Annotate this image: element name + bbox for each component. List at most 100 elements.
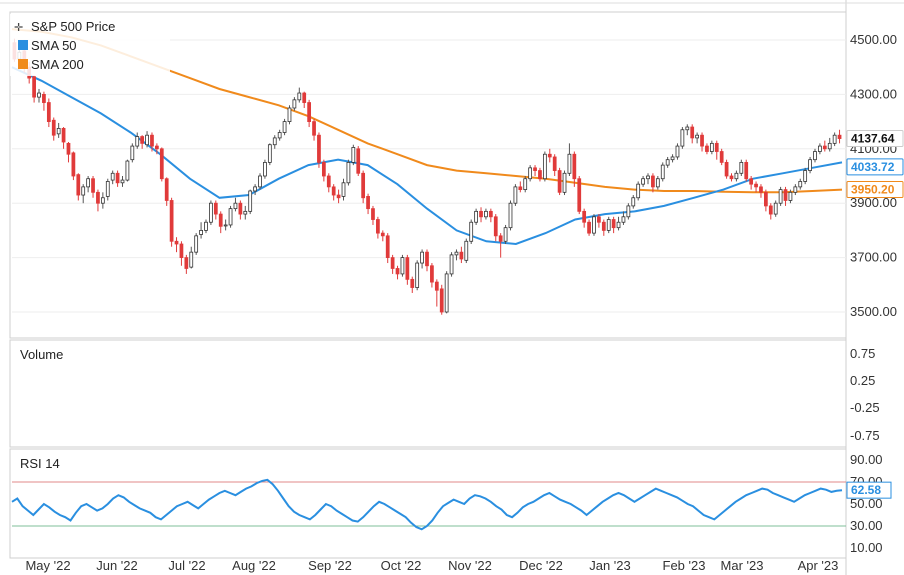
sma50-badge: 4033.72 — [851, 160, 895, 174]
candle-body — [223, 224, 228, 227]
candle-body — [562, 172, 567, 193]
candle-body — [808, 159, 812, 171]
crosshair-icon: ✛ — [14, 22, 23, 34]
candle-body — [680, 129, 685, 147]
x-tick-label: Jun '22 — [96, 558, 138, 573]
candle-body — [783, 189, 788, 201]
candle-body — [837, 134, 842, 139]
sma200-badge: 3950.20 — [851, 183, 895, 197]
candle-body — [238, 202, 243, 215]
candle-body — [764, 191, 768, 207]
candle-body — [199, 229, 203, 235]
candle-body — [813, 151, 817, 161]
candle-body — [484, 210, 488, 218]
candle-body — [626, 205, 631, 218]
candle-body — [326, 175, 331, 188]
candle-body — [493, 216, 498, 237]
candle-body — [778, 189, 783, 204]
candle-body — [56, 127, 61, 135]
candle-body — [228, 208, 233, 226]
candle-body — [76, 174, 81, 196]
candle-body — [670, 156, 675, 161]
candle-body — [577, 178, 582, 212]
price-tick-label: 4300.00 — [850, 86, 897, 101]
candle-body — [71, 152, 76, 177]
candle-body — [523, 178, 528, 191]
candle-body — [793, 186, 798, 193]
candle-body — [110, 172, 115, 181]
candle-body — [567, 153, 572, 174]
candle-body — [660, 164, 665, 180]
candle-body — [528, 167, 533, 180]
candle-body — [145, 134, 149, 146]
candle-body — [508, 202, 513, 229]
candle-body — [768, 205, 773, 215]
candle-body — [321, 161, 326, 177]
candle-body — [184, 257, 189, 269]
candle-body — [61, 127, 66, 143]
candle-body — [439, 288, 444, 313]
candle-body — [292, 99, 297, 109]
candle-body — [356, 148, 361, 174]
candle-body — [552, 156, 557, 171]
candle-body — [366, 195, 370, 210]
candle-body — [803, 170, 808, 182]
candle-body — [135, 136, 140, 147]
candle-body — [518, 186, 523, 191]
candle-body — [371, 208, 375, 220]
candle-body — [258, 175, 262, 188]
last-price-badge-bg — [846, 130, 904, 148]
candle-body — [744, 161, 749, 180]
volume-tick-label: -0.75 — [850, 428, 880, 443]
x-tick-label: Dec '22 — [519, 558, 563, 573]
sma200-legend-swatch — [18, 59, 28, 69]
candle-body — [243, 210, 248, 215]
candle-body — [263, 161, 267, 177]
price-panel-title: S&P 500 Price — [31, 19, 115, 34]
candle-body — [469, 221, 474, 242]
candle-body — [651, 175, 655, 188]
candle-body — [464, 240, 469, 261]
candle-body — [636, 183, 641, 199]
candle-body — [444, 273, 449, 313]
candle-body — [390, 257, 395, 269]
candle-body — [105, 181, 110, 197]
candle-body — [380, 232, 385, 237]
rsi-tick-label: 50.00 — [850, 496, 883, 511]
candle-body — [474, 210, 478, 223]
candle-body — [557, 170, 562, 193]
candle-body — [336, 194, 341, 199]
candle-body — [498, 235, 503, 242]
x-tick-label: Sep '22 — [308, 558, 352, 573]
candle-body — [631, 197, 636, 207]
candle-body — [174, 240, 179, 245]
candle-body — [361, 172, 366, 199]
candle-body — [42, 94, 46, 103]
price-tick-label: 3500.00 — [850, 304, 897, 319]
candle-body — [81, 186, 86, 196]
candle-body — [430, 265, 434, 283]
candle-body — [454, 251, 459, 256]
candle-body — [302, 92, 307, 103]
candle-body — [749, 178, 754, 185]
rsi-panel-title: RSI 14 — [20, 456, 60, 471]
candle-body — [194, 235, 199, 253]
candle-body — [542, 153, 547, 180]
candle-body — [130, 145, 135, 161]
candle-body — [513, 186, 518, 204]
candle-body — [459, 251, 464, 260]
candle-body — [709, 142, 714, 152]
x-tick-label: Jan '23 — [589, 558, 631, 573]
price-tick-label: 4500.00 — [850, 32, 897, 47]
candle-body — [611, 219, 616, 229]
rsi-bands — [12, 481, 846, 527]
candle-body — [449, 254, 454, 275]
candle-body — [395, 268, 400, 275]
candlestick-series — [12, 38, 842, 315]
candle-body — [503, 227, 508, 242]
candle-body — [420, 251, 424, 264]
volume-tick-label: -0.25 — [850, 400, 880, 415]
candle-body — [798, 181, 803, 188]
